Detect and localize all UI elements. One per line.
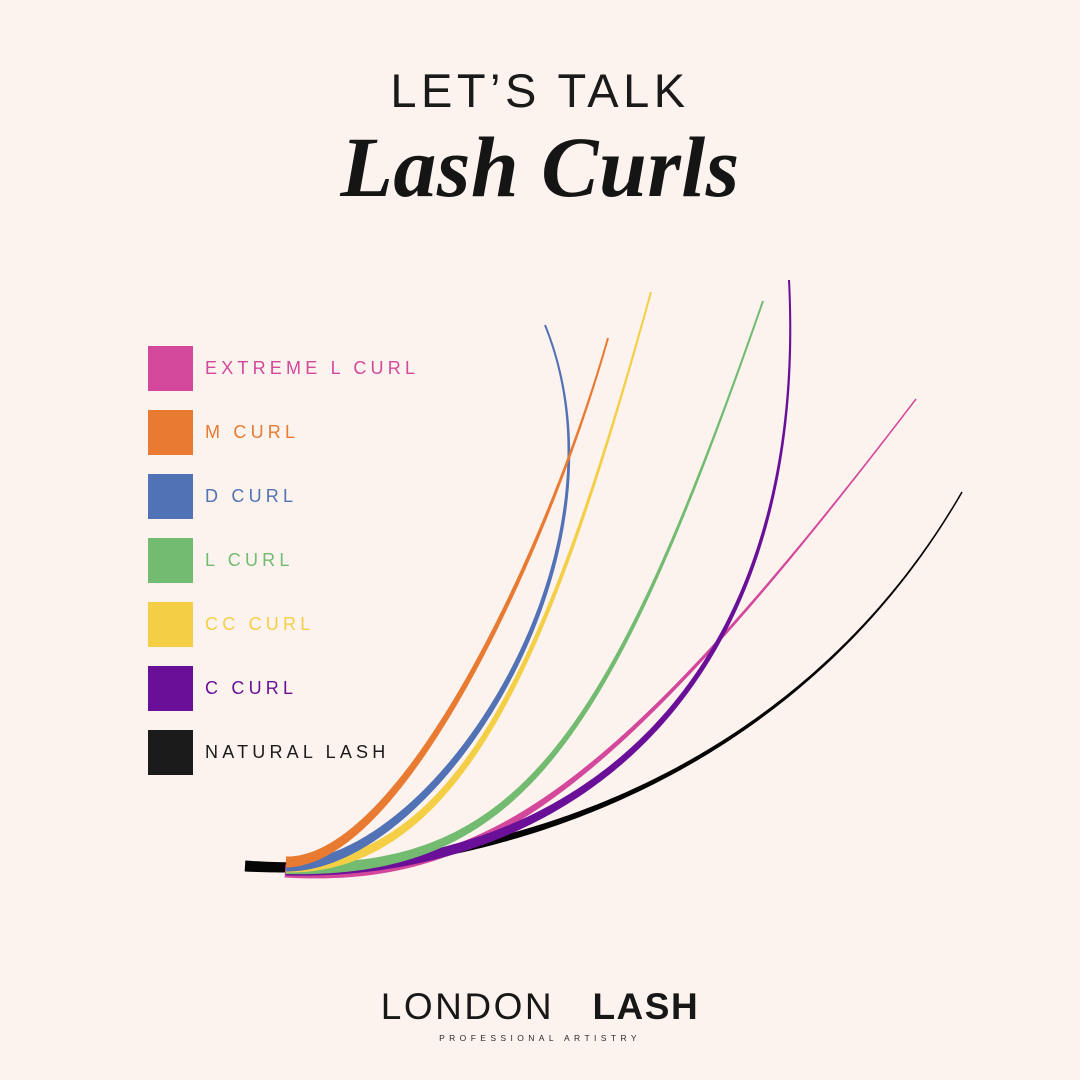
legend-item-cc-curl: CC CURL (148, 602, 478, 666)
title-block: LET’S TALK Lash Curls (0, 66, 1080, 219)
legend-item-c-curl: C CURL (148, 666, 478, 730)
legend-item-natural-lash: NATURAL LASH (148, 730, 478, 794)
page-title: Lash Curls (340, 119, 740, 216)
legend-label-cc-curl: CC CURL (205, 614, 315, 634)
legend-item-l-curl: L CURL (148, 538, 478, 602)
legend-swatch-d-curl (148, 474, 193, 519)
logo-tagline: PROFESSIONAL ARTISTRY (439, 1033, 641, 1043)
legend-swatch-m-curl (148, 410, 193, 455)
legend: EXTREME L CURL M CURL D CURL L CURL CC CURL C… (148, 346, 478, 794)
legend-swatch-l-curl (148, 538, 193, 583)
legend-swatch-extreme-l-curl (148, 346, 193, 391)
legend-label-d-curl: D CURL (205, 486, 298, 506)
logo-word-lash: LASH (592, 986, 700, 1027)
legend-item-d-curl: D CURL (148, 474, 478, 538)
legend-label-natural-lash: NATURAL LASH (205, 742, 390, 762)
logo-word-london: LONDON (380, 986, 555, 1027)
legend-swatch-c-curl (148, 666, 193, 711)
legend-label-c-curl: C CURL (205, 678, 298, 698)
legend-swatch-cc-curl (148, 602, 193, 647)
legend-label-extreme-l-curl: EXTREME L CURL (205, 358, 420, 378)
legend-item-m-curl: M CURL (148, 410, 478, 474)
legend-item-extreme-l-curl: EXTREME L CURL (148, 346, 478, 410)
logo-wordmark: LONDON LASH (0, 988, 1080, 1025)
legend-label-l-curl: L CURL (205, 550, 294, 570)
legend-swatch-natural-lash (148, 730, 193, 775)
title-kicker: LET’S TALK (390, 64, 690, 117)
legend-label-m-curl: M CURL (205, 422, 300, 442)
brand-logo: LONDON LASH PROFESSIONAL ARTISTRY (0, 988, 1080, 1043)
